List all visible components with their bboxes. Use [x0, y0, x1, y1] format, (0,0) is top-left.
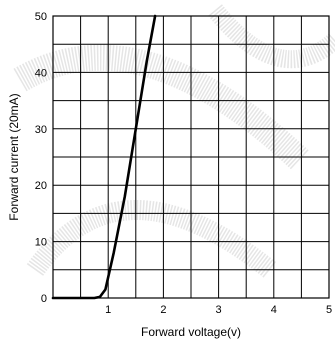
watermark	[13, 4, 335, 278]
y-tick-label: 50	[35, 11, 47, 23]
y-axis-label: Forward current (20mA)	[7, 93, 21, 220]
watermark-stroke	[13, 44, 309, 170]
y-tick-label: 20	[35, 180, 47, 192]
x-tick-label: 3	[216, 304, 222, 316]
x-tick-label: 4	[271, 304, 277, 316]
plot-frame	[52, 15, 330, 299]
x-axis-label: Forward voltage(v)	[141, 325, 241, 339]
x-tick-label: 1	[105, 304, 111, 316]
x-tick-labels: 1 2 3 4 5	[105, 304, 332, 316]
y-tick-label: 30	[35, 124, 47, 136]
y-tick-label: 0	[41, 293, 47, 305]
grid	[53, 16, 329, 298]
y-tick-label: 10	[35, 237, 47, 249]
series-layer	[51, 14, 157, 300]
y-tick-labels: 0 10 20 30 40 50	[35, 11, 47, 305]
watermark-stroke	[208, 4, 335, 69]
series-line-0	[51, 14, 157, 300]
y-tick-label: 40	[35, 67, 47, 79]
x-tick-label: 5	[326, 304, 332, 316]
watermark-stroke	[26, 200, 277, 278]
x-tick-label: 2	[160, 304, 166, 316]
